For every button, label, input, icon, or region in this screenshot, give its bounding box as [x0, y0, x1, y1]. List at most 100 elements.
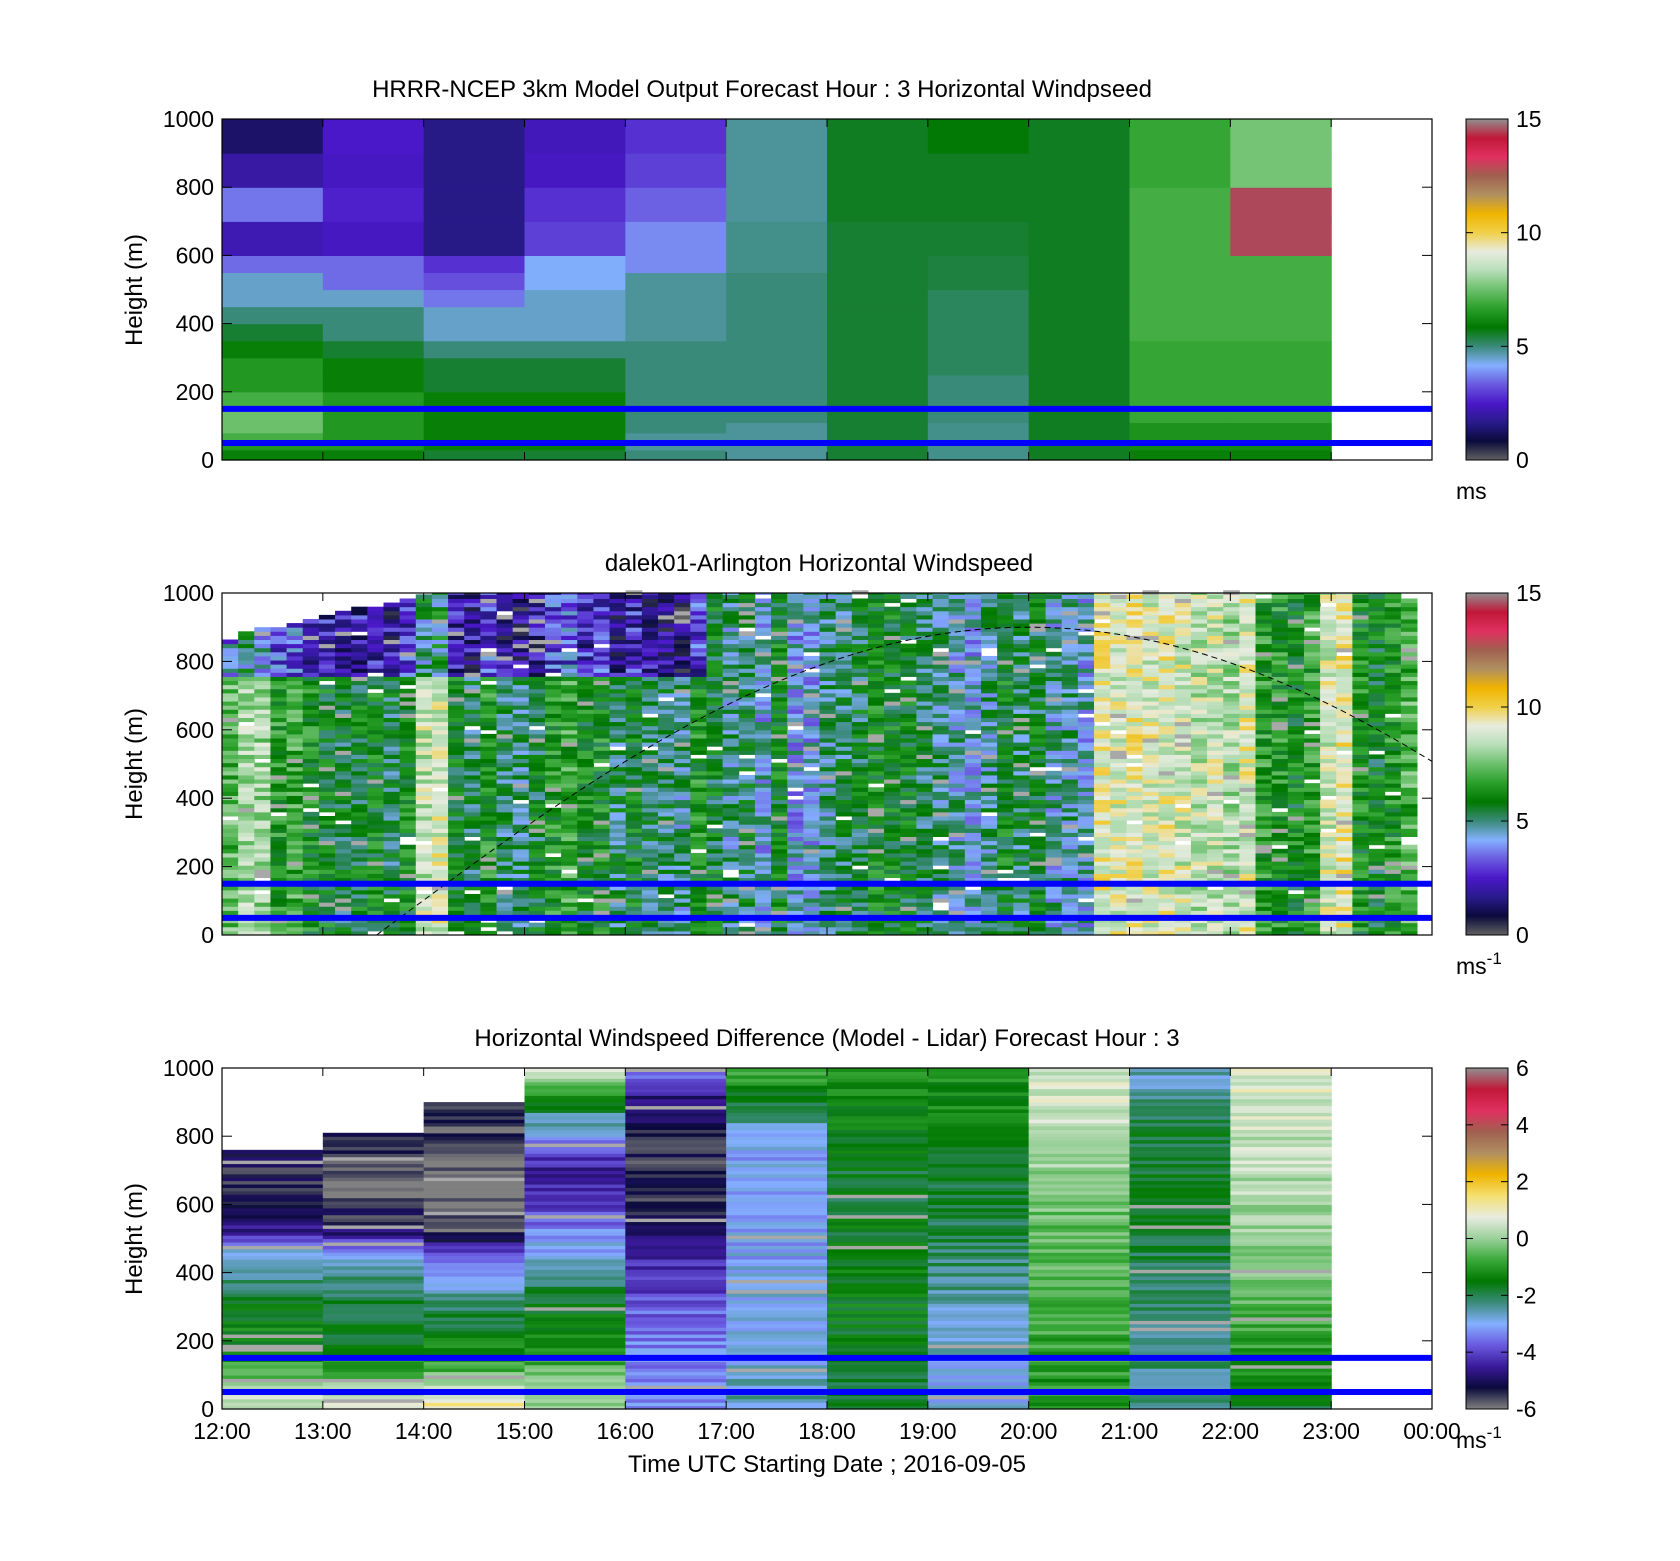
heatmap-cell: [722, 824, 740, 829]
heatmap-cell: [254, 844, 271, 850]
heatmap-cell: [867, 795, 885, 801]
heatmap-cell: [1045, 791, 1063, 796]
heatmap-cell: [464, 606, 481, 612]
heatmap-cell: [464, 639, 481, 645]
heatmap-cell: [916, 861, 934, 866]
heatmap-cell: [1028, 357, 1131, 376]
heatmap-cell: [722, 840, 740, 846]
heatmap-cell: [1110, 680, 1127, 686]
heatmap-cell: [1029, 783, 1047, 788]
heatmap-cell: [528, 701, 546, 706]
heatmap-cell: [431, 926, 449, 932]
heatmap-cell: [916, 774, 934, 780]
heatmap-cell: [318, 639, 336, 645]
heatmap-cell: [884, 733, 901, 739]
heatmap-cell: [948, 593, 966, 595]
heatmap-cell: [658, 926, 675, 932]
heatmap-cell: [964, 746, 982, 751]
heatmap-cell: [867, 922, 885, 928]
heatmap-cell: [738, 832, 756, 838]
heatmap-cell: [658, 725, 675, 731]
heatmap-cell: [544, 893, 562, 899]
heatmap-cell: [927, 255, 1030, 274]
heatmap-cell: [464, 627, 481, 632]
heatmap-cell: [819, 750, 837, 755]
heatmap-cell: [512, 820, 530, 825]
heatmap-cell: [916, 832, 934, 838]
heatmap-cell: [803, 738, 820, 743]
heatmap-cell: [577, 836, 594, 842]
heatmap-cell: [625, 272, 727, 291]
heatmap-cell: [302, 766, 320, 772]
heatmap-cell: [335, 865, 352, 870]
heatmap-cell: [754, 930, 772, 936]
heatmap-cell: [528, 803, 546, 809]
heatmap-cell: [415, 783, 433, 788]
heatmap-cell: [787, 664, 804, 669]
heatmap-cell: [964, 770, 982, 776]
heatmap-cell: [238, 877, 255, 883]
heatmap-cell: [641, 627, 659, 632]
heatmap-cell: [803, 787, 820, 792]
heatmap-cell: [1142, 713, 1160, 718]
heatmap-cell: [302, 820, 320, 825]
heatmap-cell: [512, 873, 530, 879]
heatmap-cell: [819, 651, 837, 657]
heatmap-cell: [496, 676, 514, 682]
heatmap-cell: [625, 323, 727, 342]
heatmap-cell: [335, 762, 352, 768]
heatmap-cell: [415, 787, 433, 792]
heatmap-cell: [544, 758, 562, 764]
heatmap-cell: [593, 893, 611, 899]
heatmap-cell: [948, 692, 966, 698]
heatmap-cell: [415, 848, 433, 854]
heatmap-cell: [738, 610, 756, 616]
heatmap-cell: [302, 664, 320, 669]
heatmap-cell: [238, 893, 255, 899]
heatmap-cell: [1077, 623, 1095, 628]
heatmap-cell: [900, 889, 917, 895]
heatmap-cell: [528, 910, 546, 915]
heatmap-cell: [738, 655, 756, 661]
heatmap-cell: [1126, 852, 1143, 858]
heatmap-cell: [884, 725, 901, 731]
heatmap-cell: [884, 861, 901, 866]
heatmap-cell: [367, 664, 384, 669]
heatmap-cell: [254, 832, 271, 838]
heatmap-cell: [351, 618, 368, 624]
heatmap-cell: [609, 836, 627, 842]
heatmap-cell: [1110, 660, 1127, 665]
heatmap-cell: [1126, 713, 1143, 718]
heatmap-cell: [383, 783, 401, 788]
heatmap-cell: [1142, 692, 1160, 698]
heatmap-cell: [819, 865, 837, 870]
heatmap-cell: [1029, 655, 1047, 661]
heatmap-cell: [754, 824, 772, 829]
heatmap-cell: [577, 696, 594, 702]
heatmap-cell: [964, 660, 982, 665]
heatmap-cell: [722, 729, 740, 735]
heatmap-cell: [254, 754, 271, 760]
heatmap-cell: [561, 746, 578, 751]
heatmap-cell: [787, 668, 804, 673]
heatmap-cell: [524, 449, 626, 461]
heatmap-cell: [367, 754, 384, 760]
heatmap-cell: [431, 852, 449, 858]
heatmap-cell: [641, 803, 659, 809]
heatmap-cell: [1129, 449, 1231, 461]
heatmap-cell: [867, 844, 885, 850]
heatmap-cell: [884, 627, 901, 632]
heatmap-cell: [641, 733, 659, 739]
heatmap-cell: [754, 717, 772, 723]
heatmap-cell: [415, 668, 433, 673]
heatmap-cell: [512, 721, 530, 727]
heatmap-cell: [383, 639, 401, 645]
heatmap-cell: [577, 889, 594, 895]
heatmap-cell: [238, 692, 255, 698]
heatmap-cell: [480, 885, 498, 891]
heatmap-cell: [948, 799, 966, 805]
heatmap-cell: [932, 828, 950, 833]
heatmap-cell: [754, 828, 772, 833]
heatmap-cell: [867, 692, 885, 698]
heatmap-cell: [948, 676, 966, 682]
